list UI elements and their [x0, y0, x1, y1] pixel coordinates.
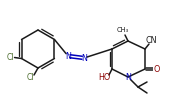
Text: O: O — [154, 64, 160, 73]
Text: Cl: Cl — [7, 53, 14, 62]
Text: CH₃: CH₃ — [117, 27, 129, 33]
Text: N: N — [65, 52, 71, 60]
Text: HO: HO — [98, 73, 110, 82]
Text: N: N — [81, 54, 87, 62]
Text: Cl: Cl — [26, 72, 34, 81]
Text: N: N — [125, 72, 131, 81]
Text: CN: CN — [145, 36, 157, 45]
